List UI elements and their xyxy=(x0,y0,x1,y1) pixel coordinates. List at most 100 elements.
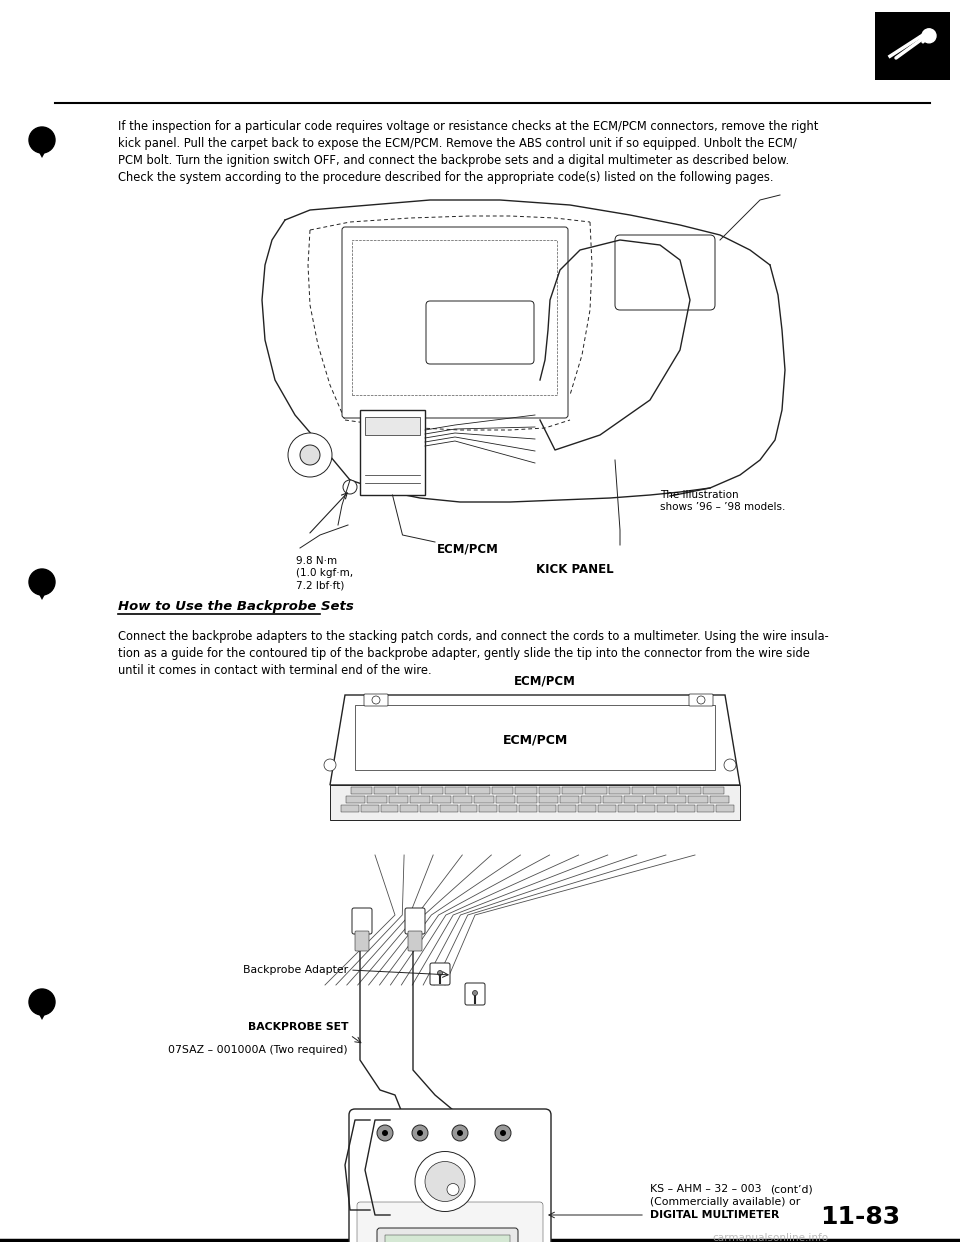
Bar xyxy=(598,805,615,812)
Circle shape xyxy=(425,1161,465,1201)
Circle shape xyxy=(417,1130,423,1136)
Bar xyxy=(667,796,686,804)
Text: Backprobe Adapter: Backprobe Adapter xyxy=(243,965,348,975)
Bar xyxy=(492,787,513,794)
FancyBboxPatch shape xyxy=(408,932,422,951)
Circle shape xyxy=(922,29,936,42)
FancyBboxPatch shape xyxy=(405,908,425,934)
Bar xyxy=(420,805,438,812)
Bar xyxy=(539,787,560,794)
Bar xyxy=(716,805,734,812)
Polygon shape xyxy=(35,145,49,158)
Text: 9.8 N·m: 9.8 N·m xyxy=(296,556,337,566)
Bar xyxy=(346,796,366,804)
Circle shape xyxy=(447,1184,459,1196)
Bar xyxy=(637,805,655,812)
Bar xyxy=(677,805,694,812)
Circle shape xyxy=(300,445,320,465)
Bar xyxy=(697,805,714,812)
Circle shape xyxy=(29,127,55,153)
Circle shape xyxy=(29,569,55,595)
Bar xyxy=(389,796,408,804)
Bar xyxy=(656,787,677,794)
Bar xyxy=(352,240,557,395)
FancyBboxPatch shape xyxy=(364,694,388,705)
FancyBboxPatch shape xyxy=(349,1109,551,1242)
Polygon shape xyxy=(35,1007,49,1020)
Bar xyxy=(516,787,537,794)
Text: 11-83: 11-83 xyxy=(820,1205,900,1230)
Bar xyxy=(679,787,701,794)
Bar xyxy=(709,796,729,804)
Text: ECM/PCM: ECM/PCM xyxy=(502,734,567,746)
Bar xyxy=(361,805,378,812)
Bar xyxy=(633,787,654,794)
Text: kick panel. Pull the carpet back to expose the ECM/PCM. Remove the ABS control u: kick panel. Pull the carpet back to expo… xyxy=(118,137,797,150)
FancyBboxPatch shape xyxy=(430,963,450,985)
Bar xyxy=(539,805,556,812)
Bar xyxy=(624,796,643,804)
Circle shape xyxy=(697,696,705,704)
Circle shape xyxy=(412,1125,428,1141)
Bar xyxy=(468,787,490,794)
Bar xyxy=(368,796,387,804)
Text: shows ’96 – ’98 models.: shows ’96 – ’98 models. xyxy=(660,502,785,512)
Bar xyxy=(355,705,715,770)
Bar xyxy=(617,805,636,812)
Text: Check the system according to the procedure described for the appropriate code(s: Check the system according to the proced… xyxy=(118,171,774,184)
Text: The illustration: The illustration xyxy=(660,491,738,501)
Circle shape xyxy=(452,1125,468,1141)
Text: 07SAZ – 001000A (Two required): 07SAZ – 001000A (Two required) xyxy=(168,1045,348,1054)
FancyBboxPatch shape xyxy=(342,227,568,419)
Bar xyxy=(351,787,372,794)
Circle shape xyxy=(29,989,55,1015)
Bar xyxy=(581,796,601,804)
Circle shape xyxy=(324,759,336,771)
Polygon shape xyxy=(330,696,740,785)
Bar xyxy=(645,796,665,804)
FancyBboxPatch shape xyxy=(352,908,372,934)
Circle shape xyxy=(457,1130,463,1136)
Bar xyxy=(410,796,429,804)
Text: DIGITAL MULTIMETER: DIGITAL MULTIMETER xyxy=(650,1210,780,1220)
Text: Connect the backprobe adapters to the stacking patch cords, and connect the cord: Connect the backprobe adapters to the st… xyxy=(118,630,828,643)
FancyBboxPatch shape xyxy=(355,932,369,951)
Text: PCM bolt. Turn the ignition switch OFF, and connect the backprobe sets and a dig: PCM bolt. Turn the ignition switch OFF, … xyxy=(118,154,789,166)
Circle shape xyxy=(372,696,380,704)
Bar xyxy=(444,787,467,794)
Bar xyxy=(586,787,607,794)
Bar xyxy=(374,787,396,794)
Circle shape xyxy=(724,759,736,771)
Circle shape xyxy=(438,970,443,975)
Bar xyxy=(397,787,420,794)
Bar xyxy=(609,787,631,794)
Bar xyxy=(517,796,537,804)
Bar xyxy=(688,796,708,804)
Text: tion as a guide for the contoured tip of the backprobe adapter, gently slide the: tion as a guide for the contoured tip of… xyxy=(118,647,810,660)
Text: (cont’d): (cont’d) xyxy=(770,1184,813,1194)
FancyBboxPatch shape xyxy=(615,235,715,310)
FancyBboxPatch shape xyxy=(465,982,485,1005)
Circle shape xyxy=(500,1130,506,1136)
Bar xyxy=(385,1235,510,1242)
Text: (1.0 kgf·m,: (1.0 kgf·m, xyxy=(296,568,353,578)
Bar xyxy=(432,796,451,804)
FancyBboxPatch shape xyxy=(689,694,713,705)
Bar xyxy=(479,805,497,812)
Bar xyxy=(539,796,558,804)
Circle shape xyxy=(495,1125,511,1141)
Bar xyxy=(875,12,950,79)
FancyBboxPatch shape xyxy=(357,1202,543,1242)
FancyBboxPatch shape xyxy=(377,1228,518,1242)
Bar xyxy=(578,805,596,812)
Bar xyxy=(499,805,516,812)
Circle shape xyxy=(472,991,477,996)
Text: ECM/PCM: ECM/PCM xyxy=(437,543,499,556)
Bar xyxy=(360,410,425,496)
Bar xyxy=(560,796,579,804)
Bar xyxy=(657,805,675,812)
Bar xyxy=(518,805,537,812)
Text: KICK PANEL: KICK PANEL xyxy=(537,563,613,576)
Circle shape xyxy=(382,1130,388,1136)
Text: BACKPROBE SET: BACKPROBE SET xyxy=(248,1022,348,1032)
